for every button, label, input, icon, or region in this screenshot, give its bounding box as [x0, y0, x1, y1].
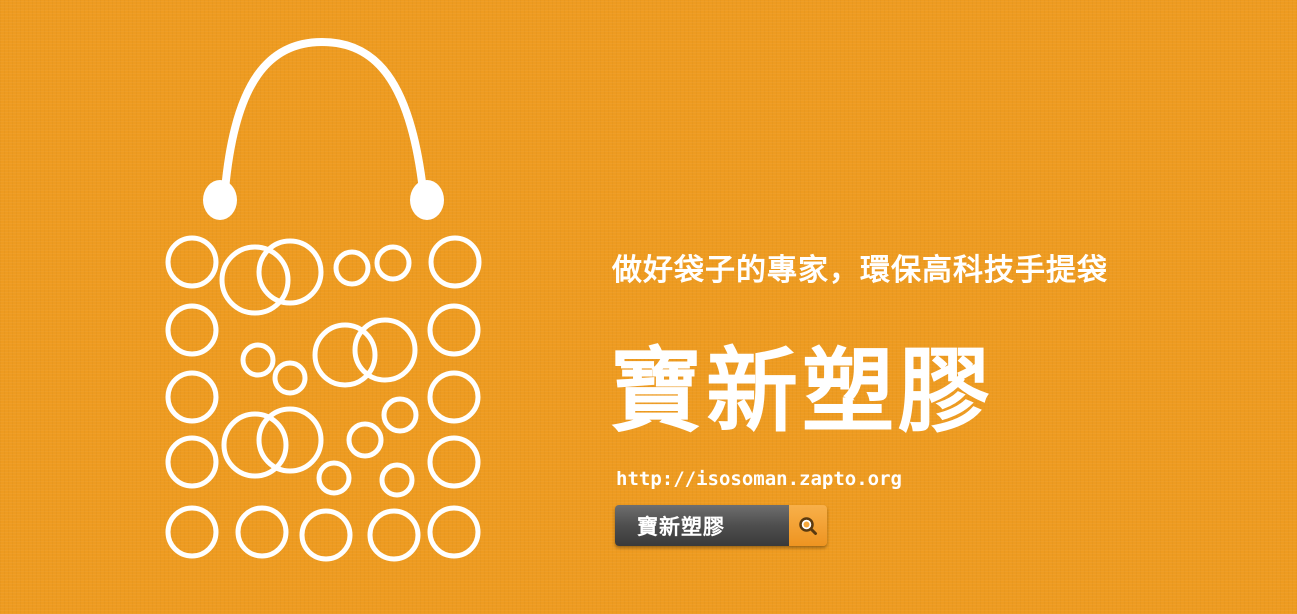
- search-button[interactable]: [789, 505, 827, 546]
- search-bar: [615, 505, 827, 546]
- shopping-bag-icon: [165, 37, 482, 562]
- brand-name: 寶新塑膠: [610, 338, 995, 445]
- search-input[interactable]: [615, 505, 789, 546]
- tagline: 做好袋子的專家，環保高科技手提袋: [612, 253, 1108, 288]
- search-icon: [799, 516, 817, 535]
- site-url-link[interactable]: http://isosoman.zapto.org: [616, 468, 902, 490]
